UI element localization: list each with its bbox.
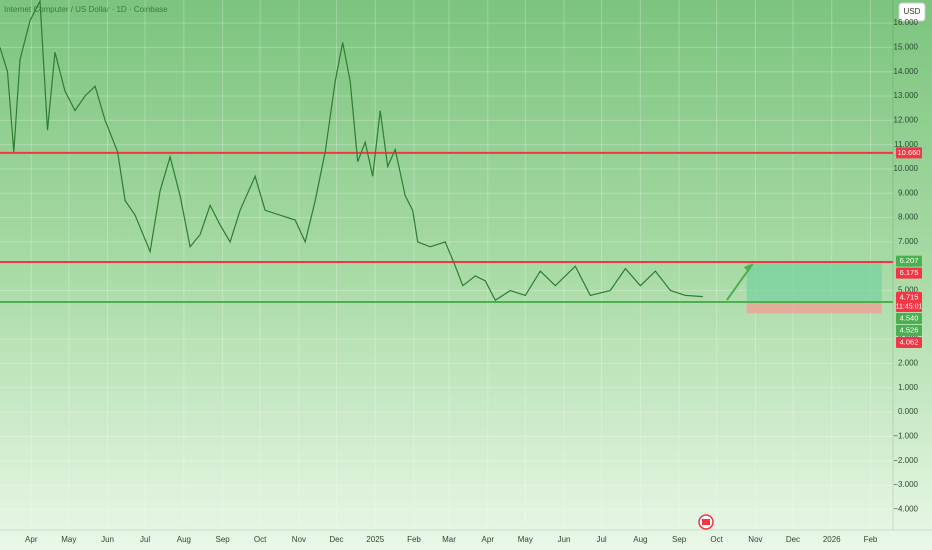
x-tick-label: Sep xyxy=(216,535,231,544)
profit-zone xyxy=(746,261,882,303)
y-tick-label: 2.000 xyxy=(898,359,919,368)
price-label: 4.062 xyxy=(900,337,919,346)
chart-title: Internet Computer / US Dollar · 1D · Coi… xyxy=(4,5,168,14)
y-tick-label: −2.000 xyxy=(893,456,918,465)
price-label-box xyxy=(896,267,922,279)
x-tick-label: 2026 xyxy=(823,535,841,544)
y-tick-label: 14.000 xyxy=(894,67,919,76)
x-tick-label: Dec xyxy=(786,535,800,544)
price-label: 6.175 xyxy=(900,268,919,277)
y-tick-label: 13.000 xyxy=(894,91,919,100)
y-tick-label: −1.000 xyxy=(893,432,918,441)
x-tick-label: May xyxy=(518,535,533,544)
price-label-box xyxy=(896,291,922,312)
price-label: 4.526 xyxy=(900,325,919,334)
x-tick-label: Feb xyxy=(407,535,421,544)
currency-button[interactable] xyxy=(898,2,926,22)
x-tick-label: Aug xyxy=(177,535,191,544)
y-tick-label: 5.000 xyxy=(898,286,919,295)
y-tick-label: 15.000 xyxy=(894,43,919,52)
x-tick-label: Sep xyxy=(672,535,687,544)
y-tick-label: 10.000 xyxy=(894,164,919,173)
x-tick-label: May xyxy=(61,535,76,544)
price-label-box xyxy=(896,312,922,324)
price-label-box xyxy=(896,147,922,159)
y-tick-label: −4.000 xyxy=(893,504,918,513)
x-tick-label: Apr xyxy=(25,535,38,544)
x-tick-label: Oct xyxy=(254,535,267,544)
y-tick-label: 8.000 xyxy=(898,213,919,222)
x-tick-label: Dec xyxy=(329,535,343,544)
x-tick-label: 2025 xyxy=(366,535,384,544)
x-tick-label: Jun xyxy=(101,535,114,544)
y-tick-label: 7.000 xyxy=(898,237,919,246)
x-tick-label: Feb xyxy=(864,535,878,544)
currency-label: USD xyxy=(904,7,921,16)
arrow-head xyxy=(743,263,753,272)
x-tick-label: Jul xyxy=(596,535,606,544)
x-tick-label: Jun xyxy=(558,535,571,544)
price-label: 6.207 xyxy=(900,256,919,265)
x-tick-label: Oct xyxy=(710,535,723,544)
y-tick-label: 11.000 xyxy=(894,140,918,149)
x-tick-label: Nov xyxy=(748,535,762,544)
logo xyxy=(698,514,714,530)
y-tick-label: 12.000 xyxy=(894,115,919,124)
price-line xyxy=(0,0,703,302)
y-tick-label: 9.000 xyxy=(898,188,919,197)
x-tick-label: Aug xyxy=(633,535,647,544)
price-label-box xyxy=(896,255,922,267)
y-tick-label: 0.000 xyxy=(898,407,919,416)
y-tick-label: 1.000 xyxy=(898,383,919,392)
x-tick-label: Mar xyxy=(442,535,456,544)
x-tick-label: Apr xyxy=(482,535,495,544)
price-label-box xyxy=(896,324,922,336)
y-tick-label: −3.000 xyxy=(893,480,918,489)
loss-zone xyxy=(746,302,882,314)
countdown-label: 11:45:01 xyxy=(896,303,923,310)
price-label: 4.540 xyxy=(900,313,919,322)
price-label: 10.660 xyxy=(898,148,921,157)
x-tick-label: Nov xyxy=(292,535,306,544)
price-label-box xyxy=(896,336,922,348)
x-tick-label: Jul xyxy=(140,535,150,544)
price-label: 4.715 xyxy=(900,292,919,301)
y-tick-label: 16.000 xyxy=(894,18,919,27)
